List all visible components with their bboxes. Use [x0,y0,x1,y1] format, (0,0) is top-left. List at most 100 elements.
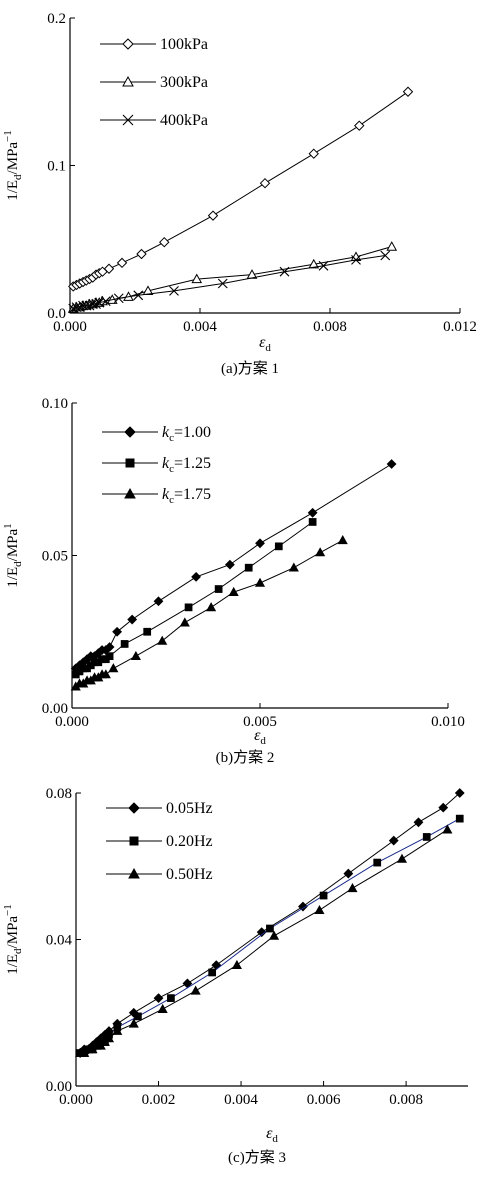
series-1-point [438,802,449,813]
legend-marker [122,38,134,50]
x-axis-label-sub: d [265,342,271,354]
series-3-point [103,1033,115,1043]
series-1-point [127,614,138,625]
legend-label-name: 0.20Hz [166,833,213,850]
panel-caption: (b)方案 2 [216,748,275,766]
series-1-point [354,120,365,131]
legend-label: kc=1.00 [162,424,211,444]
series-1-point [159,236,170,248]
y-tick-label: 0.1 [47,159,66,175]
x-tick-label: 0.000 [55,714,89,730]
x-axis-label: εd [259,334,271,354]
series-1-point [103,263,115,274]
series-3-point [74,302,85,312]
series-1-point [307,507,318,518]
series-2-point [266,924,274,933]
legend-label: 0.50Hz [166,866,213,883]
x-tick-label: 0.004 [183,319,217,335]
y-tick-label: 0.0 [47,306,66,322]
series-1-point [454,788,465,798]
series-2-point [214,585,223,593]
x-tick-label: 0.002 [142,1092,176,1108]
legend-marker [122,75,134,87]
x-tick-label: 0.000 [59,1092,93,1108]
series-1-point [298,901,308,912]
series-1-point [402,86,414,97]
series-3-point [206,602,217,612]
series-3-point [380,250,391,261]
legend-label-name: 0.50Hz [166,866,213,883]
legend-marker [125,458,135,468]
legend-label-value: =1.75 [174,486,211,503]
y-axis-label-sup: −1 [2,904,14,916]
x-tick-label: 0.010 [431,714,465,730]
x-axis-label-main: ε [266,1125,273,1142]
y-axis-label-sub: d [12,948,24,954]
series-1-point [116,257,128,269]
series-3-point [87,299,98,310]
y-axis-label-unit: /MPa [5,528,21,561]
series-2-point [184,603,193,612]
series-3-point [347,882,358,893]
legend-label: kc=1.75 [162,486,211,506]
series-3-point [269,930,280,940]
chart-panel-3: 0.000 0.002 0.004 0.006 0.0080.000.040.08εd1… [2,786,468,1166]
series-1-point [153,993,164,1004]
series-3-point [84,300,95,311]
series-3-point [179,617,190,627]
y-tick-label: 0.04 [46,933,73,949]
series-3-point [100,669,111,679]
series-1-point [386,459,397,469]
y-axis-label-sub: d [12,174,24,180]
series-1-point [207,210,219,221]
series-3-point [314,904,325,915]
series-1-point [308,148,319,159]
series-3-point [81,300,92,311]
series-3-point [108,663,119,673]
series-3-point [157,635,168,645]
series-3-point [217,278,228,289]
y-axis-label: 1/Ed/MPa−1 [2,904,24,975]
y-axis-label: 1/Ed/MPa−1 [2,130,24,201]
series-3-point [68,303,79,314]
x-axis-label-sub: d [272,1133,278,1145]
panel-caption: (a)方案 1 [221,359,279,377]
series-3-point [112,1025,123,1035]
legend-label-value: =1.00 [174,424,211,441]
series-line-3 [75,539,343,687]
y-axis-label-sup: −1 [2,130,14,142]
series-2-point [208,968,217,977]
series-3-point [228,586,239,596]
series-3-point [396,853,408,863]
series-1-point [388,835,399,846]
y-axis-label-sub: d [12,561,24,567]
legend-label: 0.20Hz [166,833,213,850]
series-1-point [259,177,271,189]
series-1-point [112,626,123,637]
series-line-2 [73,246,392,310]
chart-panel-1: 0.000 0.004 0.008 0.0120.00.10.2εd1/Ed/MPa−… [2,11,477,377]
legend-label-sub: c [169,463,174,475]
legend-label-name: 100kPa [160,36,208,53]
legend-label-value: =1.25 [174,455,211,472]
series-2-point [120,640,129,648]
panel-caption: (c)方案 3 [228,1148,286,1166]
series-3-point [315,547,326,557]
y-tick-label: 0.10 [42,396,68,412]
y-axis-label-main: 1/E [5,567,21,588]
y-tick-label: 0.00 [46,1079,72,1095]
series-2-point [274,542,283,551]
series-1-point [136,248,147,260]
series-2-point [308,258,320,269]
y-tick-label: 0.2 [47,11,66,27]
legend-label: 400kPa [160,112,208,129]
legend-label-name: 300kPa [160,74,208,91]
y-axis-label-unit: /MPa [5,916,21,949]
y-axis-label-main: 1/E [5,180,21,201]
series-2-point [105,652,114,661]
series-3-point [190,985,201,995]
legend-label-sub: c [169,494,174,506]
series-3-point [318,260,329,271]
legend-marker [124,426,136,438]
